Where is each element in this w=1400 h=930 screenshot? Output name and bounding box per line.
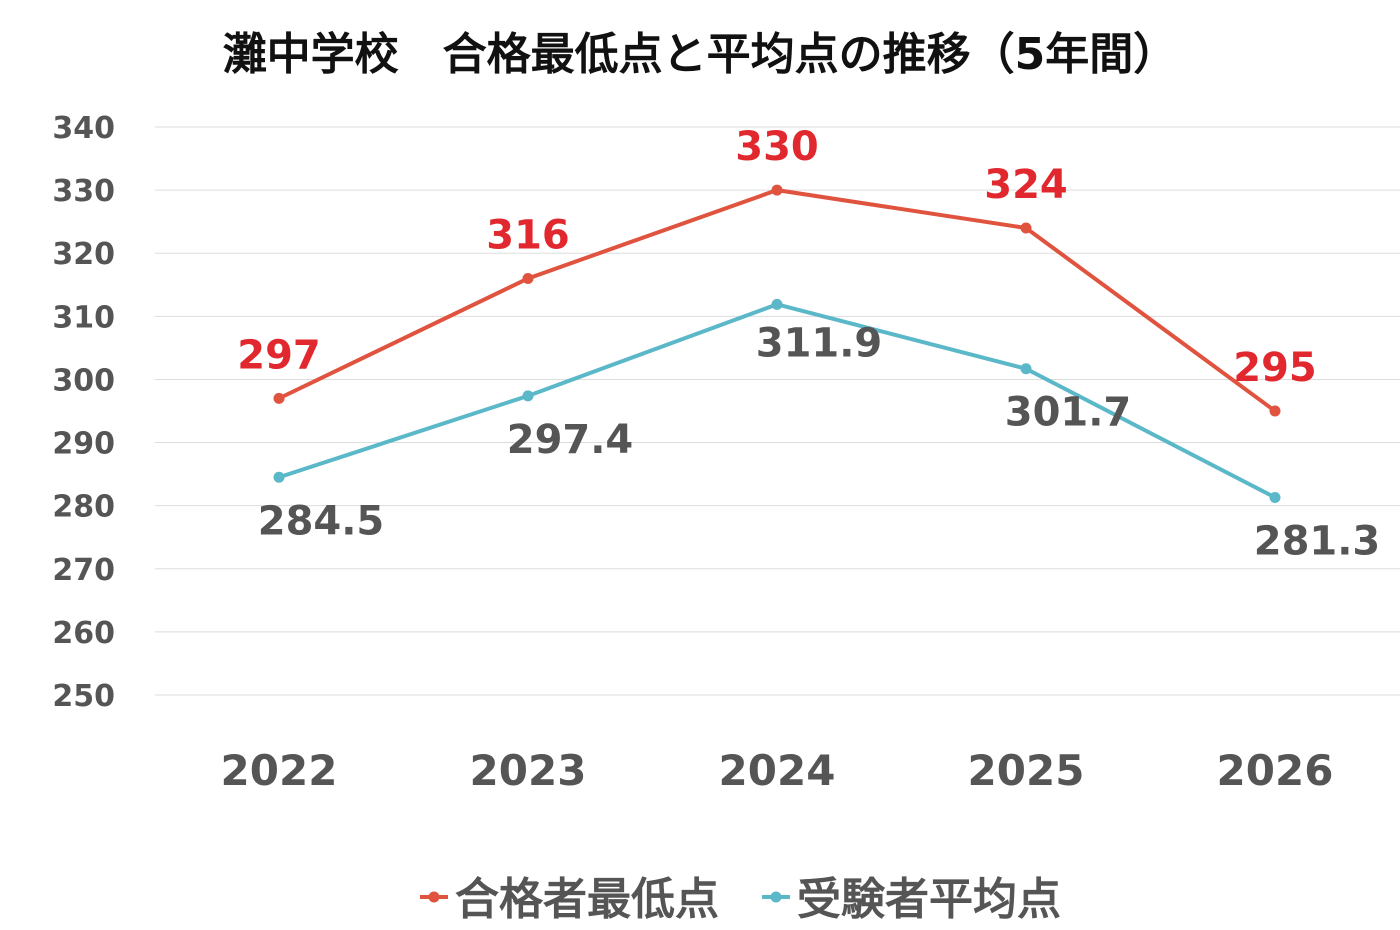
- data-point: [1020, 222, 1032, 234]
- data-label: 295: [1233, 345, 1317, 391]
- y-tick-label: 300: [52, 363, 115, 398]
- data-label: 316: [486, 212, 570, 258]
- data-label: 284.5: [258, 498, 385, 544]
- y-tick-label: 320: [52, 237, 115, 272]
- y-tick-label: 330: [52, 174, 115, 209]
- data-label: 281.3: [1254, 518, 1381, 564]
- legend-marker: [428, 891, 440, 903]
- data-point: [273, 471, 285, 483]
- data-label: 324: [984, 162, 1068, 208]
- y-tick-label: 270: [52, 553, 115, 588]
- y-tick-label: 310: [52, 300, 115, 335]
- data-point: [522, 390, 534, 402]
- data-point: [1020, 363, 1032, 375]
- data-point: [771, 184, 783, 196]
- y-tick-label: 250: [52, 679, 115, 714]
- data-point: [522, 272, 534, 284]
- y-tick-label: 280: [52, 490, 115, 525]
- data-point: [1269, 405, 1281, 417]
- x-tick-label: 2025: [968, 746, 1085, 795]
- x-tick-label: 2022: [221, 746, 338, 795]
- data-point: [273, 392, 285, 404]
- x-tick-label: 2026: [1217, 746, 1334, 795]
- data-label: 297.4: [507, 417, 634, 463]
- data-label: 330: [735, 124, 819, 170]
- data-label: 311.9: [756, 320, 883, 366]
- y-tick-label: 340: [52, 111, 115, 146]
- x-tick-label: 2023: [470, 746, 587, 795]
- legend-marker: [770, 891, 782, 903]
- x-tick-label: 2024: [719, 746, 836, 795]
- legend-label: 受験者平均点: [797, 874, 1061, 925]
- legend-label: 合格者最低点: [455, 874, 719, 925]
- data-point: [1269, 491, 1281, 503]
- data-label: 297: [237, 332, 321, 378]
- data-label: 301.7: [1005, 390, 1132, 436]
- chart-title: 灘中学校 合格最低点と平均点の推移（5年間）: [222, 29, 1178, 80]
- data-point: [771, 298, 783, 310]
- y-tick-label: 260: [52, 616, 115, 651]
- y-tick-label: 290: [52, 427, 115, 462]
